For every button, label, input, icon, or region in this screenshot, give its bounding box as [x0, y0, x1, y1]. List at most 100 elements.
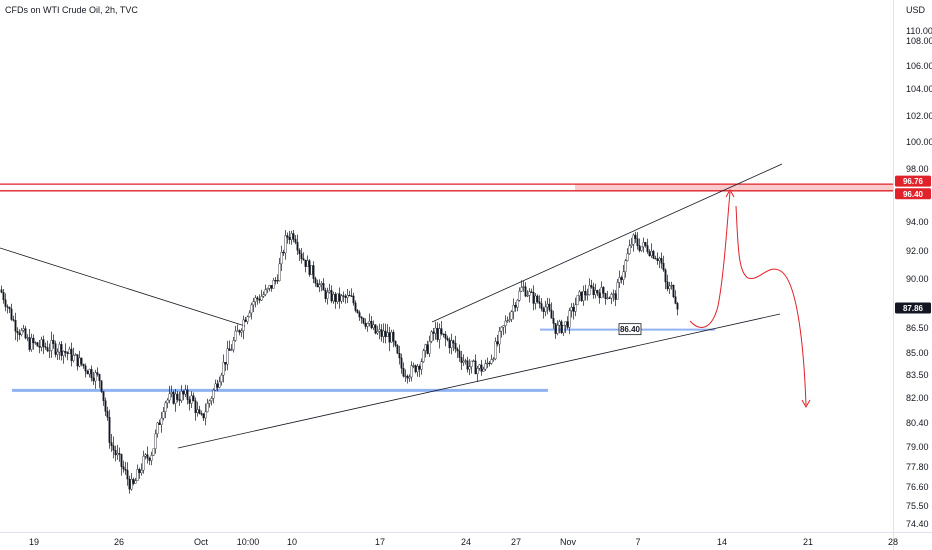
price-tick-label: 108.00	[906, 36, 932, 46]
candle-body	[34, 342, 37, 344]
candle-body	[166, 399, 169, 404]
candle-body	[222, 361, 225, 376]
price-tick-label: 110.00	[906, 26, 932, 36]
candle-body	[418, 366, 421, 370]
candle-body	[670, 285, 673, 287]
candle-body	[226, 348, 229, 365]
candle-body	[328, 290, 331, 293]
price-tick-label: 75.50	[906, 501, 929, 511]
price-tags: 96.76 96.40 87.86 86.40	[618, 175, 931, 336]
candle-body	[332, 294, 335, 302]
support-label-box	[618, 323, 642, 336]
candle-body	[4, 299, 7, 307]
price-tick-label: 83.50	[906, 370, 929, 380]
candle-body	[256, 297, 259, 300]
candle-body	[452, 340, 455, 344]
candle-body	[30, 337, 33, 350]
candle-body	[434, 327, 437, 334]
descending-trendline	[0, 247, 246, 327]
candle-body	[422, 350, 425, 362]
time-axis[interactable]: 19 26 Oct 10:00 10 17 24 27 Nov 7 14 21 28	[29, 537, 898, 547]
candle-body	[70, 348, 73, 361]
candle-body	[426, 344, 429, 354]
price-tick-label: 104.00	[906, 84, 932, 94]
candle-body	[294, 239, 297, 243]
candle-body	[84, 365, 87, 372]
candle-body	[312, 265, 315, 279]
candle-body	[500, 326, 503, 332]
candle-body	[230, 349, 233, 351]
projection-down-arrowhead	[801, 399, 811, 409]
candle-body	[152, 448, 155, 456]
candle-body	[348, 294, 351, 297]
candle-body	[504, 320, 507, 326]
candle-body	[666, 281, 669, 290]
candle-body	[74, 354, 77, 356]
candle-body	[440, 328, 443, 335]
price-tick-label: 100.00	[906, 137, 932, 147]
time-tick-label: Oct	[194, 537, 209, 547]
candle-body	[188, 399, 191, 404]
candle-body	[184, 389, 187, 395]
candle-body	[158, 422, 161, 425]
candle-body	[406, 375, 409, 379]
candle-body	[542, 308, 545, 312]
candle-body	[154, 433, 157, 449]
price-tick-label: 98.00	[906, 164, 929, 174]
price-tick-label: 90.00	[906, 274, 929, 284]
candle-body	[638, 245, 641, 251]
candle-body	[484, 363, 487, 370]
candle-body	[320, 283, 323, 285]
candle-body	[200, 413, 203, 415]
candle-body	[420, 361, 423, 370]
candle-body	[354, 302, 357, 311]
candle-body	[642, 242, 645, 248]
drawn-trendlines	[0, 163, 783, 449]
candle-body	[628, 245, 631, 255]
candle-body	[606, 297, 609, 299]
projection-path	[689, 188, 811, 409]
chart-title: CFDs on WTI Crude Oil, 2h, TVC	[5, 5, 138, 15]
candle-body	[164, 402, 167, 412]
projection-down-leg	[735, 205, 807, 406]
candle-body	[6, 306, 9, 308]
candle-body	[282, 251, 285, 254]
candle-body	[378, 329, 381, 332]
candle-body	[308, 260, 311, 275]
candle-body	[386, 332, 389, 337]
candle-body	[278, 263, 281, 282]
candle-body	[346, 294, 349, 298]
candle-body	[630, 244, 633, 247]
candle-body	[92, 377, 95, 382]
candle-body	[550, 309, 553, 319]
candle-body	[38, 346, 41, 348]
candle-body	[68, 348, 71, 354]
candle-body	[8, 306, 11, 310]
candle-body	[370, 320, 373, 329]
candle-body	[454, 343, 457, 350]
candle-body	[86, 370, 89, 375]
time-tick-label: 27	[511, 537, 521, 547]
price-axis[interactable]: 74.40 75.50 76.60 77.80 79.00 80.40 82.00 83.50…	[906, 26, 932, 529]
candle-body	[324, 289, 327, 299]
price-tick-label: 80.40	[906, 418, 929, 428]
candle-body	[658, 258, 661, 261]
candle-body	[232, 340, 235, 351]
candle-body	[356, 310, 359, 313]
candle-body	[326, 291, 329, 299]
candle-body	[396, 345, 399, 354]
candle-body	[536, 295, 539, 302]
candle-body	[524, 286, 527, 297]
candle-body	[584, 291, 587, 296]
projection-up-leg	[689, 191, 731, 328]
candle-body	[534, 295, 537, 304]
candle-body	[522, 286, 525, 288]
projection-up-arrowhead	[725, 188, 735, 198]
candle-body	[48, 350, 51, 352]
candle-body	[598, 292, 601, 298]
candle-body	[360, 316, 363, 319]
price-tick-label: 79.00	[906, 442, 929, 452]
resistance-zone-fill-left	[0, 184, 893, 191]
candle-body	[510, 311, 513, 320]
